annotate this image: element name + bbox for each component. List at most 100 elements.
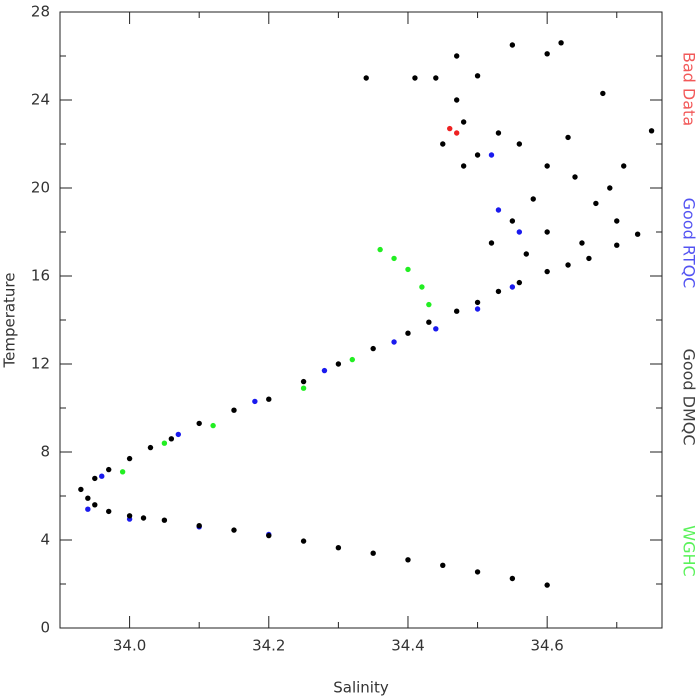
data-point [405,266,411,273]
data-point [614,218,620,224]
data-point [509,42,516,48]
data-point [593,200,599,207]
data-point [453,308,460,314]
data-point [300,378,307,385]
data-point [426,301,432,308]
data-point [600,90,606,97]
data-point [474,152,481,158]
y-tick-label: 0 [40,619,50,637]
data-point [586,255,592,262]
data-point [474,306,481,312]
data-point [119,469,126,475]
legend-label: Bad Data [680,52,699,126]
x-tick-label: 34.0 [113,637,146,655]
data-point [516,141,523,147]
data-point [266,396,272,402]
data-point [447,125,453,132]
data-point [474,73,481,79]
data-point [544,163,550,169]
data-point [634,231,641,237]
y-tick-label: 16 [31,267,50,285]
data-point [453,97,460,103]
data-point [523,251,529,257]
data-point [607,185,613,191]
data-point [544,268,550,275]
data-point [266,532,272,539]
x-tick-label: 34.2 [252,637,285,655]
data-point [509,284,516,290]
y-axis-label: Temperature [1,272,19,368]
data-point [516,229,523,235]
x-tick-label: 34.4 [391,637,424,655]
legend-label: WGHC [680,525,699,576]
data-point [530,196,536,202]
data-point [300,385,307,391]
data-point [495,207,502,213]
data-point [495,130,502,136]
data-point [391,255,397,262]
data-point [140,515,147,521]
data-point [335,545,342,551]
data-point [391,339,397,345]
x-tick-label: 34.6 [530,637,563,655]
data-point [614,242,620,248]
data-point [363,75,369,81]
data-point [405,557,411,563]
data-point [565,134,571,141]
data-point [405,330,411,336]
y-tick-label: 24 [31,91,50,109]
data-point [488,240,495,246]
legend-label: Good DMQC [680,348,699,445]
data-point [453,53,460,59]
data-point [460,163,467,169]
data-point [516,279,523,286]
data-point [335,361,342,367]
y-tick-label: 4 [40,531,50,549]
data-point [175,431,182,438]
data-point [621,163,627,169]
data-point [572,174,578,180]
data-point [433,75,439,81]
data-point [579,240,585,246]
data-point [509,575,516,582]
data-point [147,444,154,451]
data-point [196,420,202,427]
data-point [474,569,481,575]
y-tick-label: 12 [31,355,50,373]
data-point [370,550,376,556]
data-point [648,128,655,134]
legend-label: Good RTQC [680,198,699,289]
y-tick-label: 20 [31,179,50,197]
data-point [92,502,98,508]
data-point [460,119,467,125]
y-tick-label: 28 [31,3,50,21]
data-point [440,141,446,147]
data-point [474,299,481,306]
data-point [78,486,84,493]
data-point [565,262,571,268]
data-point [433,326,439,332]
data-point [126,455,133,462]
data-point [168,436,175,442]
data-point [210,422,216,429]
data-point [509,218,516,224]
data-point [106,466,112,473]
data-point [252,398,258,405]
data-point [453,130,460,136]
data-point [558,40,564,46]
data-point [196,523,202,529]
data-point [85,495,91,501]
data-point [495,288,502,295]
x-axis-label: Salinity [333,679,389,697]
data-point [370,345,376,352]
y-tick-label: 8 [40,443,50,461]
data-point [161,517,168,523]
data-point [377,246,383,253]
data-point [300,538,307,544]
data-point [231,527,237,533]
data-point [440,562,446,568]
plot-frame [59,11,663,629]
data-point [544,582,550,588]
data-point [349,356,356,363]
data-point [106,508,112,515]
